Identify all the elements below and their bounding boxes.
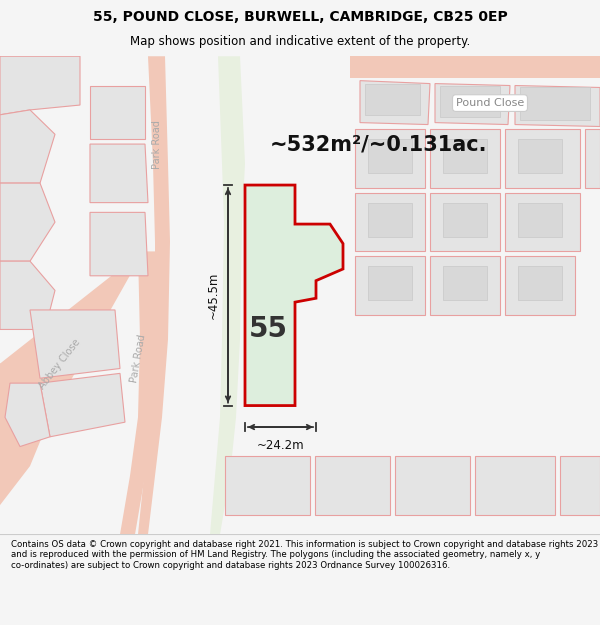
Polygon shape — [355, 193, 425, 251]
Polygon shape — [90, 86, 145, 139]
Polygon shape — [0, 110, 55, 183]
Polygon shape — [350, 56, 600, 78]
Polygon shape — [0, 261, 55, 329]
Polygon shape — [360, 81, 430, 124]
Polygon shape — [435, 84, 510, 124]
Text: Abbey Close: Abbey Close — [37, 337, 83, 391]
Polygon shape — [505, 256, 575, 315]
Polygon shape — [245, 185, 343, 406]
Text: 55, POUND CLOSE, BURWELL, CAMBRIDGE, CB25 0EP: 55, POUND CLOSE, BURWELL, CAMBRIDGE, CB2… — [92, 10, 508, 24]
Polygon shape — [5, 383, 50, 446]
Polygon shape — [368, 266, 412, 300]
Polygon shape — [0, 261, 130, 442]
Polygon shape — [138, 56, 170, 534]
Polygon shape — [585, 129, 600, 188]
Polygon shape — [90, 213, 148, 276]
Polygon shape — [0, 183, 55, 261]
Polygon shape — [518, 139, 562, 173]
Polygon shape — [225, 456, 310, 515]
Polygon shape — [430, 256, 500, 315]
Polygon shape — [475, 456, 555, 515]
Polygon shape — [90, 144, 148, 202]
Text: ~45.5m: ~45.5m — [207, 272, 220, 319]
Polygon shape — [40, 373, 125, 437]
Polygon shape — [0, 261, 138, 505]
Polygon shape — [355, 129, 425, 188]
Polygon shape — [560, 456, 600, 515]
Polygon shape — [355, 256, 425, 315]
Text: Park Road: Park Road — [129, 334, 147, 384]
Polygon shape — [395, 456, 470, 515]
Polygon shape — [518, 202, 562, 237]
Polygon shape — [368, 202, 412, 237]
Polygon shape — [505, 129, 580, 188]
Text: Contains OS data © Crown copyright and database right 2021. This information is : Contains OS data © Crown copyright and d… — [11, 540, 598, 569]
Polygon shape — [120, 251, 158, 534]
Text: ~532m²/~0.131ac.: ~532m²/~0.131ac. — [270, 134, 487, 154]
Polygon shape — [443, 266, 487, 300]
Polygon shape — [368, 139, 412, 173]
Polygon shape — [365, 84, 420, 115]
Polygon shape — [505, 193, 580, 251]
Text: Park Road: Park Road — [152, 119, 162, 169]
Polygon shape — [443, 139, 487, 173]
Polygon shape — [520, 88, 590, 119]
Text: ~24.2m: ~24.2m — [257, 439, 304, 452]
Polygon shape — [30, 310, 120, 378]
Polygon shape — [0, 56, 80, 115]
Polygon shape — [210, 56, 245, 534]
Polygon shape — [440, 86, 500, 117]
Polygon shape — [518, 266, 562, 300]
Polygon shape — [430, 129, 500, 188]
Polygon shape — [443, 202, 487, 237]
Polygon shape — [515, 86, 600, 126]
Polygon shape — [315, 456, 390, 515]
Text: Map shows position and indicative extent of the property.: Map shows position and indicative extent… — [130, 35, 470, 48]
Text: 55: 55 — [248, 316, 287, 344]
Polygon shape — [430, 193, 500, 251]
Text: Pound Close: Pound Close — [456, 98, 524, 108]
